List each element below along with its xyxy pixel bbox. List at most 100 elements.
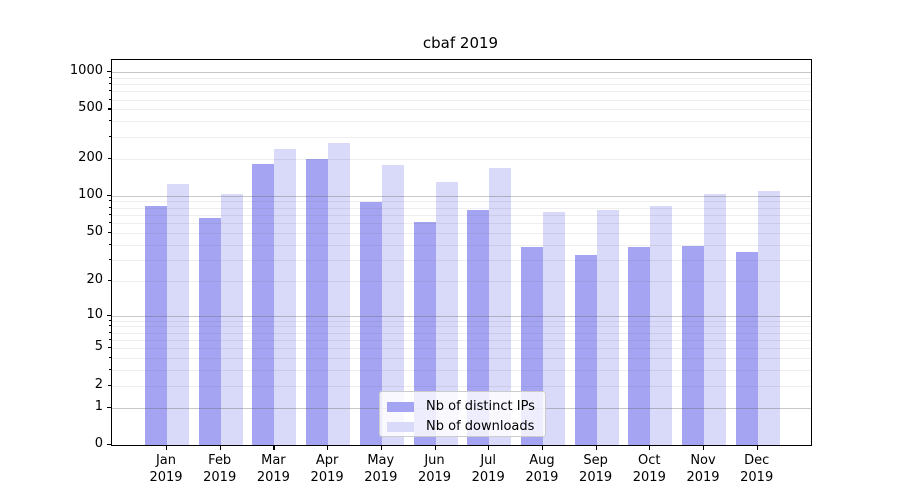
x-tick-mark-aug-2019	[541, 445, 544, 450]
bar-nb-of-downloads-jan-2019	[167, 183, 189, 445]
y-minor-tick-mark-30	[108, 258, 111, 260]
gridline-y-800	[112, 84, 811, 86]
bar-nb-of-distinct-ips-may-2019	[359, 202, 382, 445]
y-tick-mark-1000	[106, 71, 111, 73]
y-minor-tick-mark-3	[108, 369, 111, 371]
x-tick-label-oct-2019: Oct 2019	[632, 453, 666, 485]
y-tick-label-1000: 1000	[69, 63, 103, 79]
y-tick-mark-5	[108, 347, 111, 349]
gridline-y-10	[112, 315, 811, 317]
gridline-y-100	[112, 195, 811, 197]
bar-nb-of-distinct-ips-sep-2019	[574, 254, 597, 445]
x-tick-mark-jul-2019	[488, 445, 490, 450]
y-tick-label-200: 200	[78, 149, 103, 165]
y-tick-label-100: 100	[78, 186, 103, 202]
y-minor-tick-mark-80	[108, 206, 111, 208]
y-tick-label-1: 1	[94, 398, 103, 414]
bar-nb-of-downloads-jul-2019	[489, 168, 512, 445]
bar-nb-of-distinct-ips-apr-2019	[306, 158, 329, 445]
gridline-y-2	[112, 385, 811, 387]
bar-nb-of-downloads-mar-2019	[274, 148, 297, 445]
y-minor-tick-mark-300	[108, 135, 111, 137]
gridline-y-700	[112, 91, 811, 93]
bar-nb-of-distinct-ips-jun-2019	[413, 222, 436, 445]
gridline-y-7	[112, 332, 811, 334]
x-tick-mark-may-2019	[380, 445, 382, 450]
x-tick-mark-mar-2019	[273, 445, 275, 450]
legend-row-distinct-ips: Nb of distinct IPs	[387, 398, 545, 415]
y-tick-label-0: 0	[94, 436, 103, 451]
legend-swatch-downloads	[387, 421, 414, 432]
bar-nb-of-downloads-apr-2019	[328, 143, 351, 445]
x-tick-label-jan-2019: Jan 2019	[149, 453, 183, 485]
y-minor-tick-mark-40	[108, 243, 111, 245]
gridline-y-600	[112, 99, 811, 101]
plot-area	[111, 59, 812, 446]
gridline-y-90	[112, 201, 811, 203]
gridline-y-1000	[112, 72, 811, 74]
gridline-y-20	[112, 280, 811, 282]
y-minor-tick-mark-400	[108, 120, 111, 122]
bar-nb-of-downloads-jun-2019	[435, 181, 458, 445]
y-tick-mark-20	[108, 279, 111, 281]
y-minor-tick-mark-90	[108, 200, 111, 202]
y-tick-mark-50	[108, 231, 111, 233]
x-tick-label-mar-2019: Mar 2019	[256, 453, 290, 485]
x-tick-label-may-2019: May 2019	[364, 453, 398, 485]
gridline-y-9	[112, 320, 811, 322]
y-minor-tick-mark-8	[108, 325, 111, 327]
y-tick-label-2: 2	[94, 376, 103, 392]
x-tick-label-jul-2019: Jul 2019	[471, 453, 505, 485]
bar-nb-of-distinct-ips-nov-2019	[682, 245, 704, 445]
gridline-y-50	[112, 232, 811, 234]
gridline-y-900	[112, 77, 811, 79]
gridline-y-80	[112, 207, 811, 209]
y-tick-label-20: 20	[86, 271, 103, 287]
y-tick-mark-200	[108, 157, 111, 159]
bar-nb-of-distinct-ips-mar-2019	[252, 164, 275, 445]
x-tick-label-aug-2019: Aug 2019	[525, 453, 559, 485]
y-tick-mark-500	[108, 108, 111, 110]
x-tick-mark-nov-2019	[703, 445, 705, 450]
gridline-y-4	[112, 358, 811, 360]
bar-nb-of-downloads-sep-2019	[596, 210, 619, 445]
legend-label-distinct-ips: Nb of distinct IPs	[426, 399, 535, 414]
legend-row-downloads: Nb of downloads	[387, 418, 545, 435]
bar-nb-of-downloads-aug-2019	[542, 211, 565, 445]
gridline-y-300	[112, 136, 811, 138]
y-minor-tick-mark-4	[108, 357, 111, 359]
x-tick-mark-oct-2019	[649, 445, 651, 450]
y-tick-mark-1	[106, 406, 111, 408]
x-tick-label-dec-2019: Dec 2019	[740, 453, 774, 485]
y-minor-tick-mark-600	[108, 98, 111, 100]
gridline-y-400	[112, 121, 811, 123]
gridline-y-500	[112, 109, 811, 111]
legend: Nb of distinct IPs Nb of downloads	[379, 391, 546, 437]
x-tick-mark-jan-2019	[166, 445, 168, 450]
bar-nb-of-downloads-dec-2019	[757, 190, 780, 445]
bar-nb-of-downloads-nov-2019	[704, 193, 726, 445]
gridline-y-40	[112, 244, 811, 246]
x-tick-label-feb-2019: Feb 2019	[203, 453, 237, 485]
y-minor-tick-mark-9	[108, 319, 111, 321]
gridline-y-8	[112, 326, 811, 328]
legend-label-downloads: Nb of downloads	[426, 419, 535, 434]
bar-nb-of-distinct-ips-dec-2019	[735, 251, 758, 445]
x-tick-mark-feb-2019	[219, 445, 221, 450]
y-minor-tick-mark-900	[108, 76, 111, 78]
y-tick-label-10: 10	[86, 306, 103, 322]
y-tick-mark-100	[106, 194, 111, 197]
x-tick-label-sep-2019: Sep 2019	[579, 453, 613, 485]
y-tick-mark-10	[106, 314, 111, 316]
bar-nb-of-distinct-ips-jan-2019	[145, 206, 167, 445]
x-tick-mark-dec-2019	[756, 445, 758, 450]
gridline-y-200	[112, 158, 811, 160]
gridline-y-70	[112, 214, 811, 216]
y-minor-tick-mark-70	[108, 213, 111, 215]
gridline-y-3	[112, 370, 811, 372]
x-tick-mark-apr-2019	[327, 445, 329, 450]
y-tick-mark-2	[108, 384, 111, 386]
legend-swatch-distinct-ips	[387, 401, 414, 412]
chart-title: cbaf 2019	[422, 34, 499, 52]
